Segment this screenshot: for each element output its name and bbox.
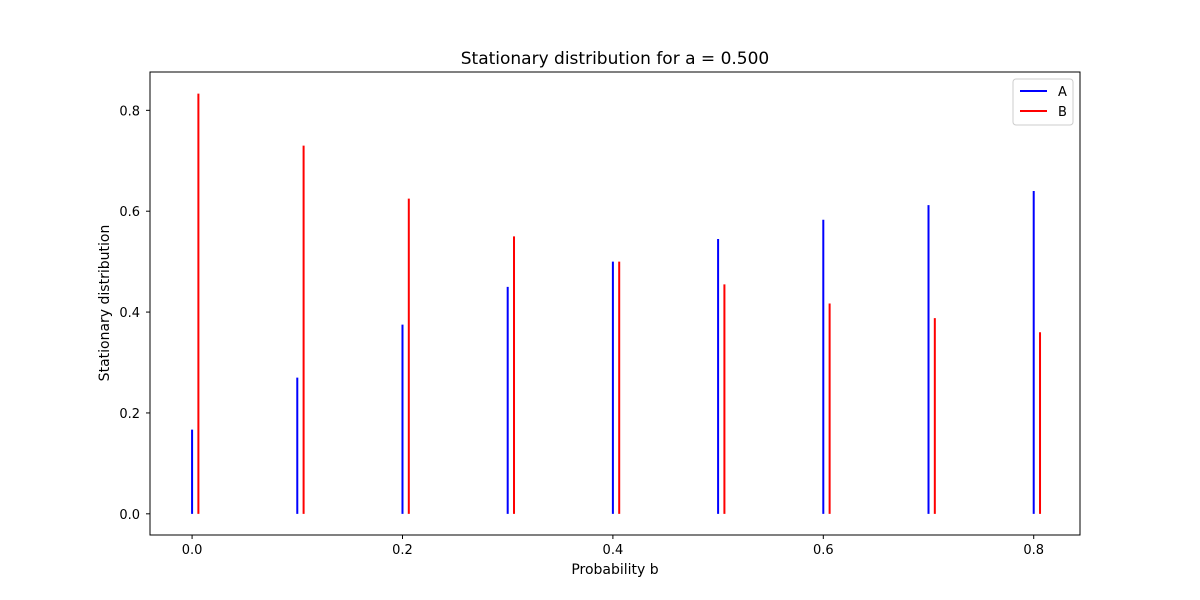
x-tick-label: 0.2 (392, 543, 413, 558)
y-tick-label: 0.2 (119, 407, 140, 422)
y-tick-label: 0.0 (119, 508, 140, 523)
y-tick-label: 0.6 (119, 205, 140, 220)
chart-title: Stationary distribution for a = 0.500 (461, 49, 770, 69)
x-axis: 0.0 0.2 0.4 0.6 0.8 (182, 535, 1044, 558)
plot-frame (149, 71, 1081, 536)
y-tick-label: 0.4 (119, 306, 140, 321)
x-tick-label: 0.0 (182, 543, 203, 558)
x-axis-title: Probability b (571, 562, 658, 578)
legend: A B (1012, 78, 1074, 126)
y-axis: 0.0 0.2 0.4 0.6 0.8 (119, 104, 150, 523)
legend-label-a: A (1058, 85, 1067, 100)
x-tick-label: 0.4 (603, 543, 624, 558)
y-axis-title: Stationary distribution (97, 225, 113, 382)
x-tick-label: 0.8 (1023, 543, 1044, 558)
legend-label-b: B (1058, 105, 1067, 120)
plot-area (191, 93, 1042, 514)
y-tick-label: 0.8 (119, 104, 140, 119)
x-tick-label: 0.6 (813, 543, 834, 558)
